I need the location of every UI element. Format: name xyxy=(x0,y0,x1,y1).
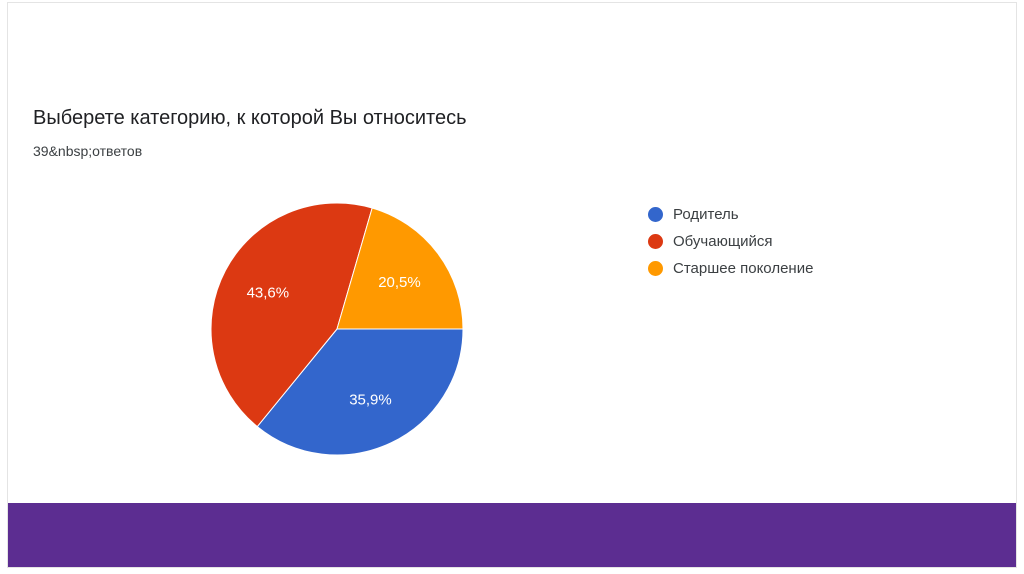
legend-item-parent: Родитель xyxy=(648,201,813,228)
pie-slice-older-generation xyxy=(336,207,464,330)
response-count: 39&nbsp;ответов xyxy=(33,143,143,159)
legend-label: Обучающийся xyxy=(673,233,773,250)
chart-legend: Родитель Обучающийся Старшее поколение xyxy=(648,201,813,282)
pie-slice-student xyxy=(210,202,373,428)
pie-slice-parent xyxy=(256,328,464,456)
legend-item-student: Обучающийся xyxy=(648,228,813,255)
footer-band xyxy=(8,503,1016,567)
chart-title: Выберете категорию, к которой Вы относит… xyxy=(33,107,467,129)
legend-label: Старшее поколение xyxy=(673,260,814,277)
legend-swatch xyxy=(648,261,663,276)
pie-chart: 35,9% 43,6% 20,5% xyxy=(210,202,464,456)
legend-swatch xyxy=(648,234,663,249)
pie-label-parent: 35,9% xyxy=(349,392,392,409)
legend-swatch xyxy=(648,207,663,222)
pie-label-student: 43,6% xyxy=(247,285,290,302)
slide: Выберете категорию, к которой Вы относит… xyxy=(7,2,1017,568)
legend-label: Родитель xyxy=(673,206,739,223)
legend-item-older-generation: Старшее поколение xyxy=(648,255,813,282)
pie-label-older-generation: 20,5% xyxy=(378,274,421,291)
